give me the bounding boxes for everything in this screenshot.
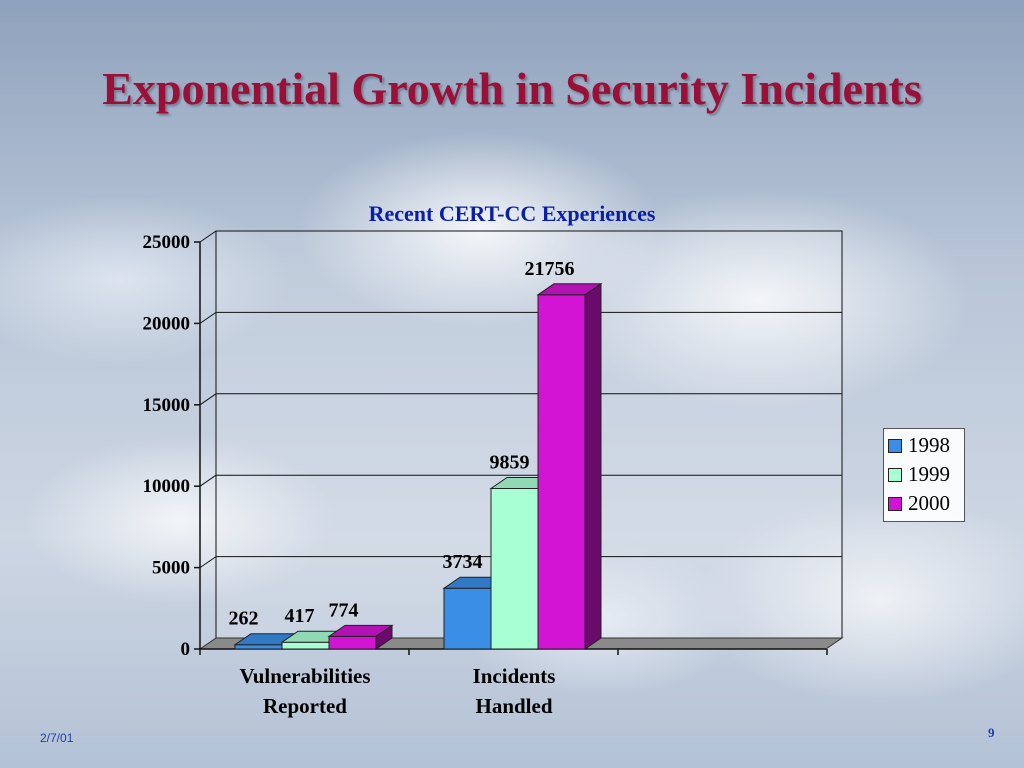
data-label: 417 xyxy=(285,605,315,627)
gridline-side xyxy=(199,311,217,324)
legend-item: 1998 xyxy=(888,431,960,460)
chart-title: Recent CERT-CC Experiences xyxy=(368,201,656,226)
y-tick-label: 5000 xyxy=(152,558,190,579)
data-label: 3734 xyxy=(443,551,483,573)
legend-swatch xyxy=(888,496,902,511)
legend-swatch xyxy=(888,438,902,453)
chart-legend: 1998 1999 2000 xyxy=(883,428,965,522)
bar-2000 xyxy=(537,294,586,650)
legend-item: 2000 xyxy=(888,489,960,518)
gridline-side xyxy=(199,230,217,243)
x-tick-label: Incidents xyxy=(473,664,556,688)
bar-1999 xyxy=(490,487,539,650)
bar-1998 xyxy=(443,587,492,650)
x-tick-label: Vulnerabilities xyxy=(239,664,370,688)
y-tick-label: 15000 xyxy=(143,395,191,416)
legend-label: 1998 xyxy=(908,433,950,457)
slide-date: 2/7/01 xyxy=(40,731,74,745)
x-tick-label: Reported xyxy=(263,694,347,718)
data-label: 774 xyxy=(329,599,359,621)
legend-item: 1999 xyxy=(888,460,960,489)
y-tick-label: 10000 xyxy=(143,476,191,497)
y-tick-label: 25000 xyxy=(143,232,191,253)
bar-side-2000 xyxy=(375,624,393,650)
bar-1999 xyxy=(281,641,330,650)
data-label: 21756 xyxy=(525,258,575,280)
data-label: 262 xyxy=(229,608,259,630)
bar-2000 xyxy=(328,635,377,650)
bar-side-2000 xyxy=(584,282,602,650)
slide-page-number: 9 xyxy=(988,725,995,740)
legend-swatch xyxy=(888,467,902,482)
data-label: 9859 xyxy=(490,451,530,473)
y-tick-label: 0 xyxy=(181,639,191,660)
gridline-side xyxy=(199,556,217,569)
x-tick-label: Handled xyxy=(475,694,552,718)
gridline-side xyxy=(199,474,217,487)
legend-label: 1999 xyxy=(908,462,950,486)
gridline-side xyxy=(199,393,217,406)
bar-1998 xyxy=(234,644,283,650)
legend-label: 2000 xyxy=(908,491,950,515)
y-tick-label: 20000 xyxy=(143,313,191,334)
slide-title: Exponential Growth in Security Incidents xyxy=(102,63,922,114)
